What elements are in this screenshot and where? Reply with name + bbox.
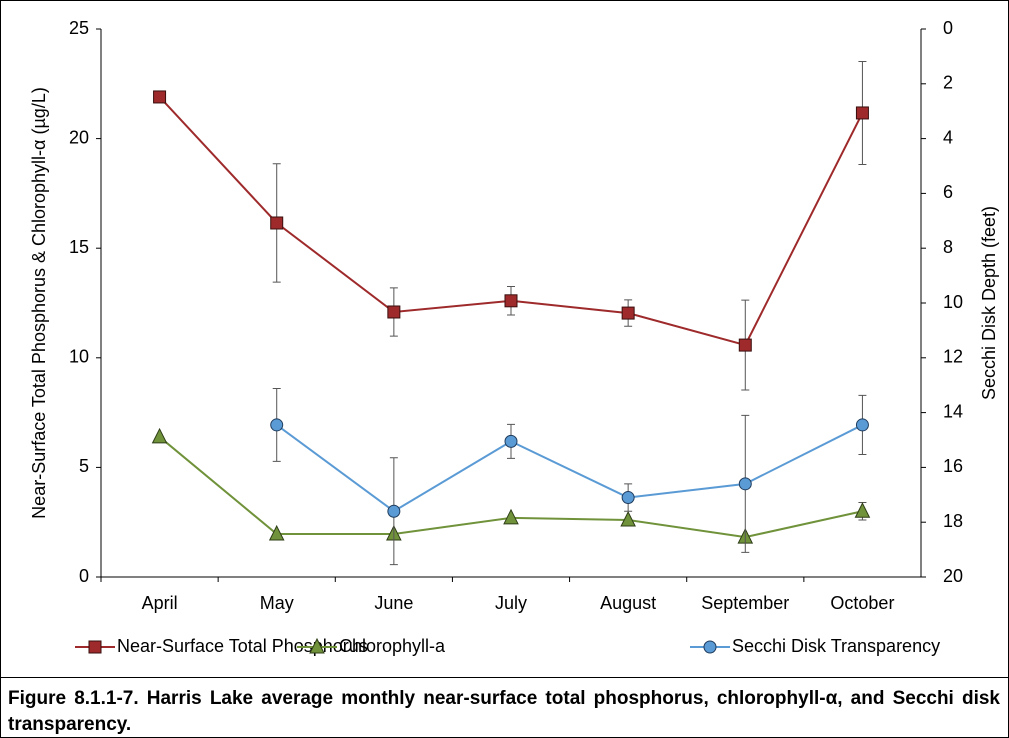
legend-marker: [88, 640, 102, 654]
y-tick-label: 10: [69, 347, 89, 367]
y2-tick-label: 14: [943, 401, 963, 421]
marker: [504, 434, 518, 448]
x-tick-label: October: [830, 593, 894, 613]
y-tick-label: 20: [69, 127, 89, 147]
y2-tick-label: 2: [943, 73, 953, 93]
y-tick-label: 0: [79, 566, 89, 586]
marker: [855, 106, 869, 120]
marker: [621, 491, 635, 505]
legend-label: Near-Surface Total Phosphorus: [117, 636, 368, 656]
marker: [387, 504, 401, 518]
legend-label: Secchi Disk Transparency: [732, 636, 940, 656]
y2-tick-label: 6: [943, 182, 953, 202]
legend-marker: [703, 640, 717, 654]
y2-axis-title: Secchi Disk Depth (feet): [979, 206, 999, 400]
x-tick-label: July: [495, 593, 527, 613]
marker: [738, 477, 752, 491]
y2-tick-label: 8: [943, 237, 953, 257]
y-tick-label: 25: [69, 18, 89, 38]
y2-tick-label: 10: [943, 292, 963, 312]
marker: [268, 524, 285, 541]
y2-tick-label: 16: [943, 456, 963, 476]
marker: [504, 294, 518, 308]
marker: [153, 90, 167, 104]
y2-tick-label: 12: [943, 347, 963, 367]
x-tick-label: August: [600, 593, 656, 613]
x-tick-label: September: [701, 593, 789, 613]
series-line: [276, 424, 863, 513]
y2-tick-label: 20: [943, 566, 963, 586]
x-tick-label: June: [374, 593, 413, 613]
marker: [854, 502, 871, 518]
marker: [621, 306, 635, 320]
marker: [855, 418, 869, 432]
marker: [270, 216, 284, 230]
legend-marker: [309, 637, 325, 654]
y2-tick-label: 0: [943, 18, 953, 38]
marker: [387, 305, 401, 319]
x-tick-label: April: [142, 593, 178, 613]
y2-tick-label: 4: [943, 127, 953, 147]
x-tick-label: May: [260, 593, 294, 613]
y-axis-title: Near-Surface Total Phosphorus & Chloroph…: [29, 87, 49, 519]
y-tick-label: 5: [79, 456, 89, 476]
marker: [738, 338, 752, 352]
marker: [620, 510, 636, 527]
legend-label: Chlorophyll-a: [339, 636, 446, 656]
marker: [270, 418, 284, 432]
y-tick-label: 15: [69, 237, 89, 257]
marker: [151, 427, 168, 444]
marker: [503, 508, 519, 525]
figure-caption: Figure 8.1.1-7. Harris Lake average mont…: [8, 688, 1000, 735]
y2-tick-label: 18: [943, 511, 963, 531]
